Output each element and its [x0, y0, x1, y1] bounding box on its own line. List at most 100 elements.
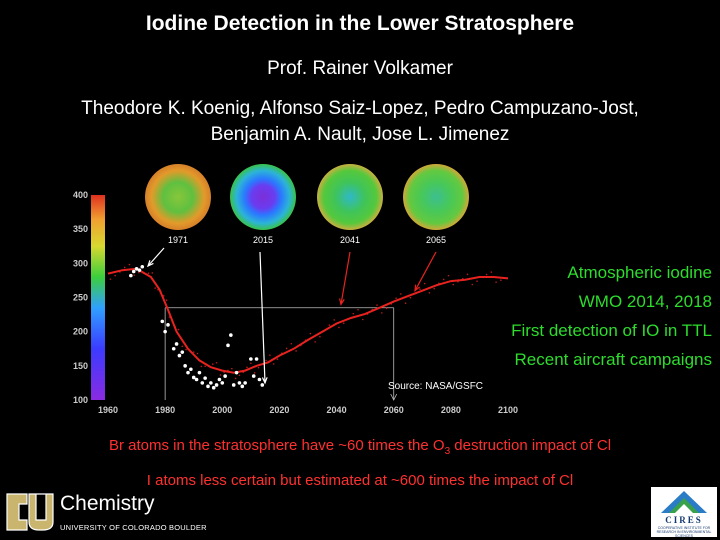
model-scatter-point — [219, 374, 222, 376]
author-list: Theodore K. Koenig, Alfonso Saiz-Lopez, … — [20, 96, 700, 148]
y-tick-label: 350 — [73, 224, 88, 234]
x-tick-label: 2060 — [384, 405, 404, 415]
model-scatter-point — [376, 304, 378, 306]
observation-point — [203, 376, 207, 380]
y-tick-label: 250 — [73, 293, 88, 303]
model-scatter-point — [276, 358, 279, 360]
note-line-2: I atoms less certain but estimated at ~6… — [146, 472, 574, 489]
model-scatter-point — [114, 274, 116, 277]
observation-point — [251, 374, 256, 378]
model-scatter-point — [471, 283, 474, 286]
model-scatter-point — [181, 345, 184, 348]
model-scatter-point — [192, 351, 195, 353]
observation-point — [209, 381, 213, 385]
model-scatter-point — [234, 377, 237, 380]
bullet-item: First detection of IO in TTL — [511, 321, 712, 340]
observation-point — [249, 357, 253, 361]
observation-point — [129, 273, 133, 278]
pointer-arrow — [340, 251, 351, 305]
model-scatter-point — [409, 296, 412, 299]
model-scatter-point — [200, 365, 203, 368]
observation-point — [194, 377, 199, 382]
model-scatter-point — [500, 279, 502, 281]
note-text: Br atoms in the stratosphere have ~60 ti… — [108, 437, 445, 454]
cires-subtext: COOPERATIVE INSTITUTE FOR RESEARCH IN EN… — [656, 526, 712, 538]
model-scatter-point — [314, 341, 316, 343]
pointer-arrow — [147, 247, 165, 267]
x-tick-label: 2000 — [212, 405, 232, 415]
observation-point — [131, 269, 136, 274]
model-scatter-point — [428, 292, 431, 294]
bullet-item: Atmospheric iodine — [567, 263, 712, 282]
notes: Br atoms in the stratosphere have ~60 ti… — [0, 431, 720, 495]
globe-year-label: 2065 — [426, 235, 446, 245]
observation-point — [229, 333, 233, 337]
observation-point — [240, 384, 245, 389]
x-tick-label: 2040 — [327, 405, 347, 415]
model-scatter-point — [133, 274, 135, 276]
pointer-arrow — [414, 251, 437, 291]
model-scatter-point — [476, 280, 478, 282]
arrowhead-icon — [261, 377, 268, 385]
cires-text: CIRES — [665, 515, 703, 525]
model-scatter-point — [257, 366, 260, 369]
model-scatter-point — [128, 263, 131, 266]
observation-point — [171, 346, 176, 351]
note-line-1: Br atoms in the stratosphere have ~60 ti… — [0, 431, 720, 466]
observation-point — [220, 381, 225, 385]
y-tick-label: 200 — [73, 327, 88, 337]
observation-point — [223, 374, 227, 378]
source-credit: Source: NASA/GSFC — [388, 381, 484, 392]
model-scatter-point — [272, 363, 275, 365]
model-scatter-point — [290, 342, 293, 345]
chart-axes: 1960 1980 2000 2020 2040 2060 2080 2100 100 150 20… — [73, 190, 518, 415]
model-scatter-point — [400, 293, 402, 295]
model-scatter-point — [495, 281, 497, 283]
model-scatter-point — [147, 272, 150, 274]
model-scatter-point — [338, 326, 340, 329]
arrowhead-icon — [390, 393, 398, 401]
model-scatter-point — [381, 312, 383, 314]
model-scatter-point — [285, 347, 288, 350]
bullet-item: Recent aircraft campaigns — [514, 350, 712, 369]
model-scatter-point — [361, 318, 364, 321]
x-tick-label: 1980 — [155, 405, 175, 415]
observation-point — [137, 268, 142, 272]
model-scatter-point — [215, 361, 218, 364]
model-scatter-point — [196, 352, 199, 355]
y-tick-label: 100 — [73, 395, 88, 405]
ozone-globe-image — [230, 164, 296, 230]
model-scatter-point — [211, 363, 214, 365]
author-line-1: Theodore K. Koenig, Alfonso Saiz-Lopez, … — [81, 98, 639, 119]
ozone-chart: 1971 2015 2041 2065 1960 1980 2000 2020 2040 206… — [73, 164, 518, 415]
model-scatter-point — [442, 278, 445, 281]
model-scatter-point — [419, 288, 421, 290]
globe-year-label: 2041 — [340, 235, 360, 245]
model-scatter-point — [342, 322, 345, 324]
observation-point — [231, 383, 236, 387]
ozone-globe-image — [145, 164, 211, 230]
model-scatter-point — [385, 307, 388, 310]
model-scatter-point — [452, 283, 455, 286]
slide-title: Iodine Detection in the Lower Stratosphe… — [145, 12, 575, 35]
model-scatter-point — [295, 350, 297, 352]
observation-point — [200, 381, 205, 385]
observation-point — [180, 350, 185, 354]
model-scatter-point — [177, 328, 180, 331]
globe-year-label: 2015 — [253, 235, 273, 245]
y-tick-label: 150 — [73, 361, 88, 371]
model-scatter-point — [250, 362, 252, 365]
observation-point — [197, 370, 202, 375]
model-scatter-point — [123, 266, 126, 269]
observation-point — [174, 342, 179, 346]
model-scatter-point — [309, 332, 312, 335]
model-scatter-point — [154, 287, 156, 289]
observation-point — [257, 377, 262, 382]
observation-point — [211, 385, 216, 390]
model-scatter-point — [466, 273, 469, 276]
model-scatter-point — [490, 271, 493, 273]
observation-point — [217, 377, 222, 382]
pointer-arrow — [259, 251, 266, 383]
bullet-list: Atmospheric iodine WMO 2014, 2018 First … — [511, 258, 712, 374]
model-scatter-point — [231, 367, 233, 370]
